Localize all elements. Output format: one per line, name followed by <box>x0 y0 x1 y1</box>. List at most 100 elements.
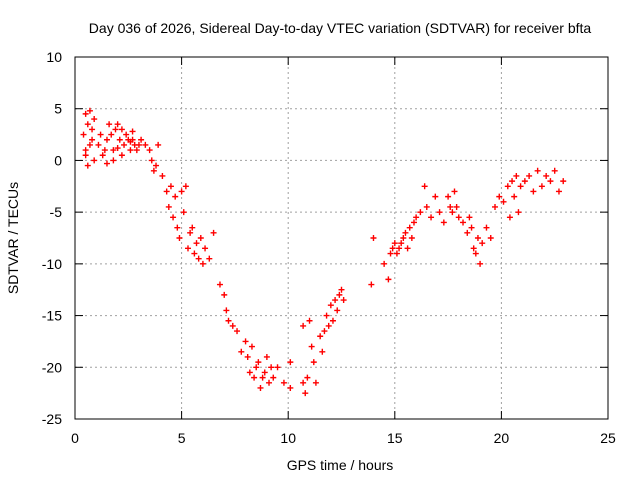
data-point <box>268 364 275 371</box>
data-point <box>321 328 328 335</box>
data-point <box>106 121 113 128</box>
data-point <box>408 235 415 241</box>
data-point <box>172 193 179 200</box>
plot-frame <box>74 56 609 420</box>
data-point <box>123 131 130 138</box>
data-point <box>287 384 294 391</box>
data-point <box>112 126 119 133</box>
data-point <box>103 136 110 143</box>
data-point <box>89 136 96 143</box>
x-tick-label: 25 <box>600 430 616 446</box>
data-point <box>464 229 471 236</box>
data-point <box>280 379 287 386</box>
y-tick-label: -5 <box>50 204 63 220</box>
data-point <box>370 235 377 241</box>
data-point <box>216 281 223 288</box>
data-point <box>440 219 447 226</box>
data-point <box>263 353 270 360</box>
data-point <box>453 203 460 210</box>
data-point <box>229 322 236 329</box>
data-point <box>555 188 562 195</box>
data-point <box>110 157 117 164</box>
data-point <box>244 353 251 360</box>
data-point <box>103 160 110 167</box>
data-point <box>455 214 462 221</box>
data-point <box>336 291 343 298</box>
data-point <box>184 245 191 252</box>
data-point <box>138 136 145 143</box>
data-point <box>391 240 398 247</box>
data-point <box>470 245 477 252</box>
data-point <box>506 214 513 221</box>
axis-ticks <box>74 56 609 420</box>
data-point <box>182 183 189 190</box>
data-point <box>547 178 554 185</box>
data-point <box>89 126 96 133</box>
x-tick-labels: 0 5 10 15 20 25 <box>71 430 616 446</box>
data-point <box>300 322 307 329</box>
data-point <box>97 131 104 138</box>
data-point <box>129 128 136 135</box>
data-point <box>468 224 475 231</box>
data-point <box>121 141 128 148</box>
data-point <box>110 147 117 154</box>
data-point <box>86 141 93 148</box>
x-tick-label: 10 <box>280 430 296 446</box>
data-point <box>101 147 108 154</box>
x-tick-label: 0 <box>71 430 79 446</box>
data-point <box>150 167 157 174</box>
data-point <box>176 235 183 241</box>
x-tick-label: 20 <box>494 430 510 446</box>
grid <box>75 57 608 419</box>
data-point <box>302 390 309 397</box>
data-point <box>368 281 375 288</box>
data-point <box>248 343 255 350</box>
y-tick-label: -10 <box>42 256 62 272</box>
data-point <box>202 245 209 252</box>
data-point <box>385 276 392 283</box>
data-points <box>80 107 567 397</box>
data-point <box>82 152 89 159</box>
data-point <box>400 235 407 241</box>
data-point <box>197 235 204 241</box>
y-tick-label: 0 <box>54 152 62 168</box>
y-tick-label: 10 <box>46 49 62 65</box>
data-point <box>225 317 232 324</box>
data-point <box>91 157 98 164</box>
data-point <box>466 214 473 221</box>
data-point <box>82 110 89 117</box>
data-point <box>312 379 319 386</box>
y-tick-label: -25 <box>42 411 62 427</box>
data-point <box>118 152 125 159</box>
data-point <box>163 188 170 195</box>
data-point <box>319 348 326 355</box>
data-point <box>199 260 206 267</box>
data-point <box>496 193 503 200</box>
data-point <box>287 359 294 366</box>
data-point <box>317 333 324 340</box>
data-point <box>165 203 172 210</box>
y-axis-label: SDTVAR / TECUs <box>5 182 21 294</box>
data-point <box>274 364 281 371</box>
data-point <box>195 255 202 262</box>
data-point <box>266 379 273 386</box>
data-point <box>135 141 142 148</box>
data-point <box>82 147 89 154</box>
data-point <box>504 183 511 190</box>
data-point <box>193 240 200 247</box>
data-point <box>127 138 134 145</box>
data-point <box>116 136 123 143</box>
data-point <box>251 374 258 381</box>
data-point <box>560 178 567 185</box>
data-point <box>84 162 91 169</box>
data-point <box>189 224 196 231</box>
data-point <box>127 147 134 154</box>
data-point <box>432 193 439 200</box>
data-point <box>381 260 388 267</box>
data-point <box>428 214 435 221</box>
data-point <box>410 219 417 226</box>
data-point <box>86 107 93 114</box>
data-point <box>153 162 160 169</box>
data-point <box>223 307 230 314</box>
